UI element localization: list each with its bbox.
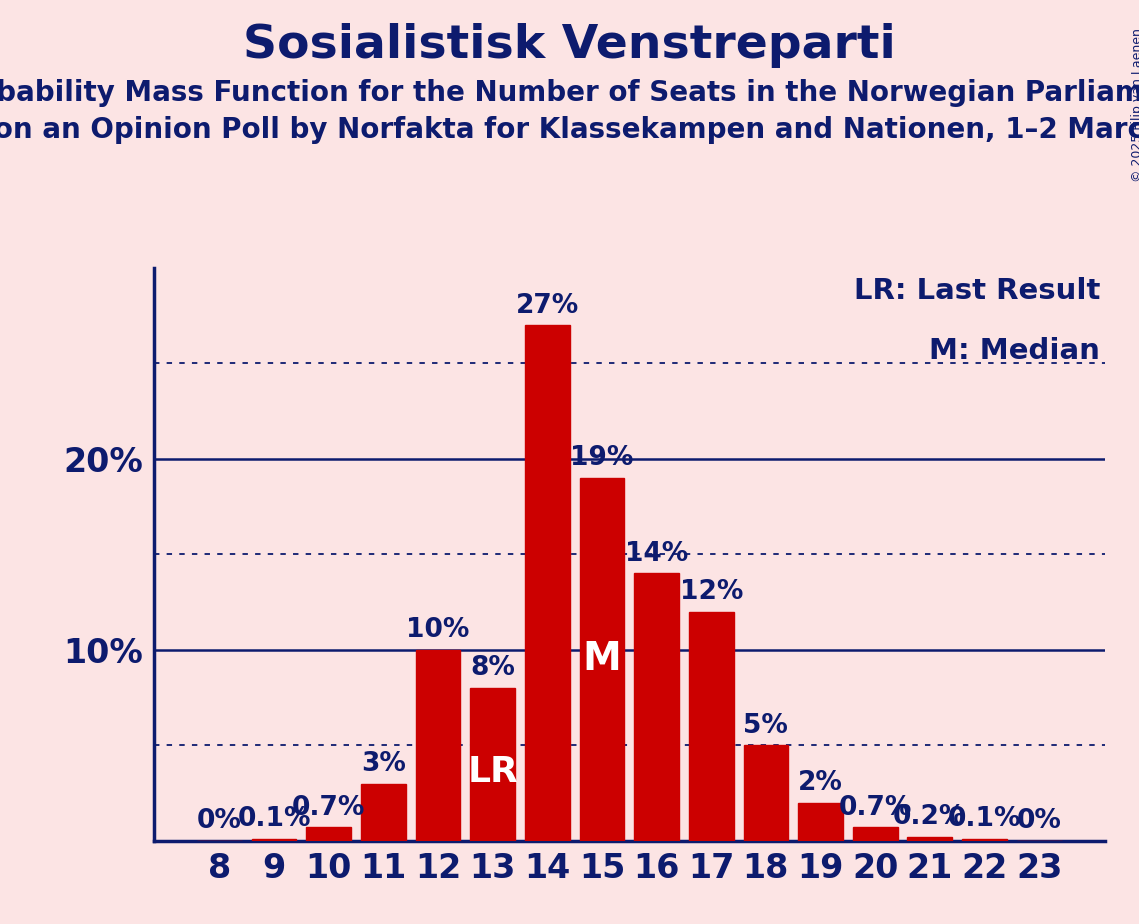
Text: 0.7%: 0.7%: [292, 795, 366, 821]
Text: 0%: 0%: [197, 808, 241, 834]
Bar: [525, 325, 570, 841]
Bar: [744, 746, 788, 841]
Text: Sosialistisk Venstreparti: Sosialistisk Venstreparti: [243, 23, 896, 68]
Text: 8%: 8%: [470, 655, 515, 681]
Text: 27%: 27%: [516, 293, 579, 319]
Text: 3%: 3%: [361, 751, 405, 777]
Text: 10%: 10%: [407, 617, 469, 643]
Text: 2%: 2%: [798, 770, 843, 796]
Bar: [853, 828, 898, 841]
Text: M: Median: M: Median: [929, 336, 1100, 365]
Text: © 2025 Filip van Laenen: © 2025 Filip van Laenen: [1131, 28, 1139, 182]
Bar: [416, 650, 460, 841]
Bar: [361, 784, 405, 841]
Bar: [908, 837, 952, 841]
Bar: [252, 839, 296, 841]
Text: Probability Mass Function for the Number of Seats in the Norwegian Parliament: Probability Mass Function for the Number…: [0, 79, 1139, 106]
Text: 0.1%: 0.1%: [948, 807, 1022, 833]
Text: 12%: 12%: [680, 579, 743, 605]
Bar: [306, 828, 351, 841]
Text: 0.7%: 0.7%: [838, 795, 912, 821]
Text: Based on an Opinion Poll by Norfakta for Klassekampen and Nationen, 1–2 March 20: Based on an Opinion Poll by Norfakta for…: [0, 116, 1139, 143]
Text: 5%: 5%: [744, 712, 788, 738]
Text: 0%: 0%: [1017, 808, 1062, 834]
Text: LR: Last Result: LR: Last Result: [854, 276, 1100, 305]
Bar: [798, 803, 843, 841]
Bar: [962, 839, 1007, 841]
Text: 0.1%: 0.1%: [237, 807, 311, 833]
Bar: [689, 612, 734, 841]
Text: LR: LR: [467, 755, 518, 789]
Bar: [470, 688, 515, 841]
Bar: [580, 478, 624, 841]
Text: 14%: 14%: [625, 541, 688, 566]
Text: M: M: [582, 640, 622, 678]
Text: 19%: 19%: [571, 445, 633, 471]
Bar: [634, 574, 679, 841]
Text: 0.2%: 0.2%: [893, 804, 967, 831]
